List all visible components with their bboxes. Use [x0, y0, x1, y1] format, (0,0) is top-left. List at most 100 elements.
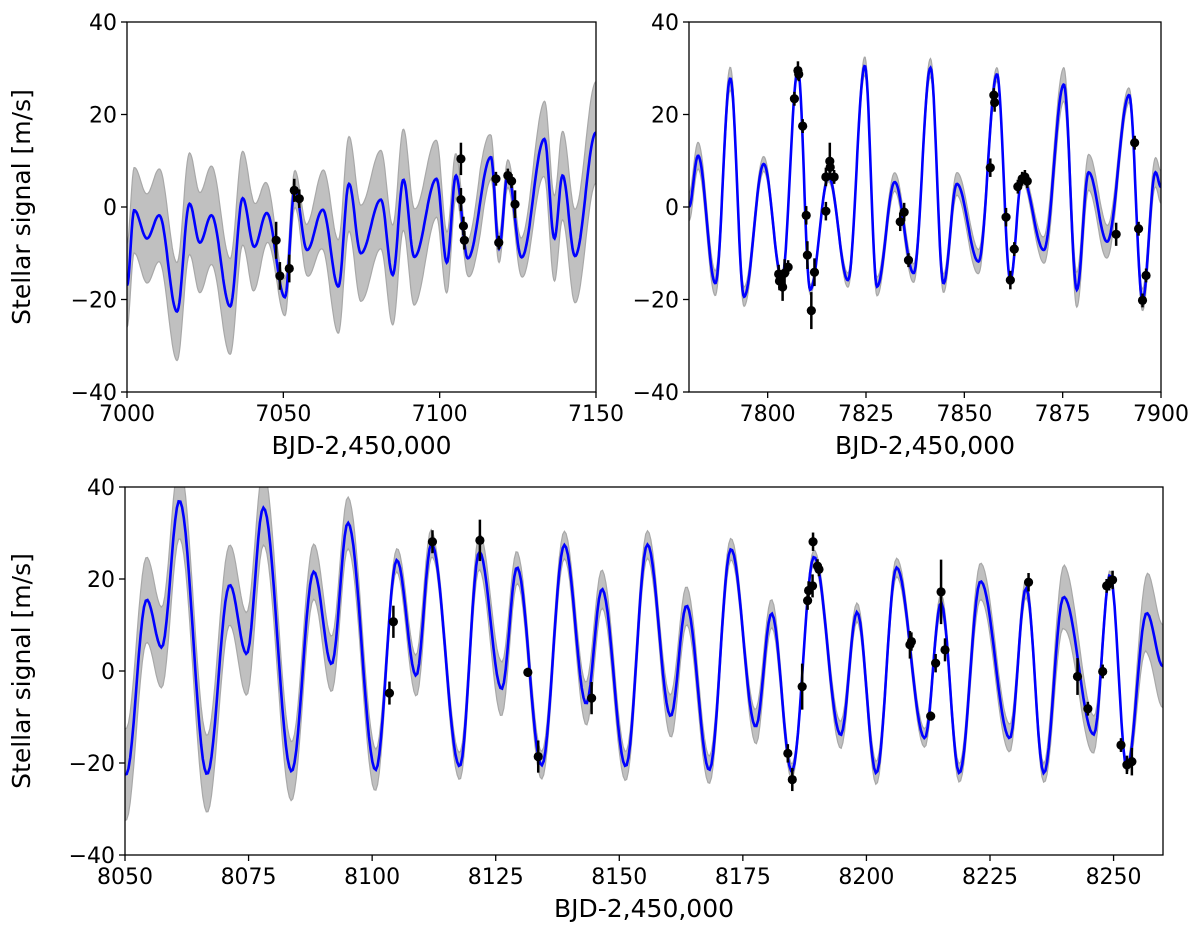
- x-tick-label: 8175: [715, 865, 771, 890]
- data-point: [427, 537, 438, 547]
- data-point: [458, 221, 469, 231]
- x-tick-label: 7825: [838, 402, 894, 427]
- plot-area: [125, 487, 1163, 822]
- x-tick-label: 7875: [1035, 402, 1091, 427]
- confidence-band: [127, 80, 596, 362]
- y-tick-label: 0: [665, 196, 679, 221]
- confidence-band: [125, 487, 1163, 822]
- panel-top-left: 7000 7050 7100 7150 40 20 0 −20 −40 BJD-2,450,000…: [7, 11, 624, 460]
- plot-area: [689, 56, 1161, 330]
- y-tick-label: 20: [651, 104, 679, 129]
- x-tick-label: 8100: [344, 865, 400, 890]
- data-point: [494, 238, 504, 248]
- data-point: [271, 235, 281, 245]
- x-tick-label: 7850: [936, 402, 992, 427]
- data-point: [798, 121, 808, 131]
- data-point: [1022, 176, 1032, 186]
- y-tick-label: −40: [69, 844, 115, 869]
- data-point: [1098, 666, 1108, 677]
- data-point: [510, 199, 520, 209]
- confidence-band: [689, 56, 1161, 312]
- data-point: [829, 172, 839, 182]
- y-axis-label: Stellar signal [m/s]: [7, 89, 36, 325]
- x-tick-label: 7050: [255, 402, 311, 427]
- data-point: [289, 185, 299, 195]
- x-tick-label: 7100: [412, 402, 468, 427]
- data-point: [778, 282, 788, 292]
- data-point: [809, 267, 820, 277]
- data-point: [1116, 740, 1126, 750]
- data-point: [787, 774, 797, 785]
- data-point: [1107, 575, 1118, 585]
- data-point: [1127, 757, 1137, 767]
- data-point: [384, 688, 395, 698]
- data-point: [1023, 577, 1034, 587]
- axes-frame: [688, 21, 1162, 393]
- y-tick-label: 20: [87, 568, 115, 593]
- data-point: [808, 537, 818, 547]
- data-point: [903, 255, 914, 265]
- x-tick-label: 8150: [591, 865, 647, 890]
- model-curve: [689, 64, 1161, 302]
- data-point: [821, 172, 831, 182]
- data-point: [814, 564, 824, 574]
- y-tick-label: −40: [633, 381, 679, 406]
- data-point: [899, 207, 909, 217]
- panel-bottom: 8050 8075 8100 8125 8150 8175 8200 8225 8250 40 20…: [7, 476, 1164, 923]
- data-point: [284, 263, 294, 274]
- data-point: [931, 658, 941, 668]
- x-tick-label: 8050: [97, 865, 153, 890]
- x-axis-label: BJD-2,450,000: [835, 431, 1015, 460]
- data-point: [1137, 295, 1148, 306]
- y-tick-label: 40: [651, 11, 679, 36]
- x-tick-label: 8075: [221, 865, 277, 890]
- data-point: [797, 682, 807, 692]
- data-point: [523, 667, 533, 677]
- data-point: [456, 195, 466, 205]
- data-point: [806, 306, 816, 316]
- model-curve: [125, 499, 1163, 776]
- data-point: [801, 210, 811, 220]
- data-point: [803, 596, 813, 606]
- data-point: [783, 748, 793, 758]
- data-point: [533, 751, 543, 762]
- data-point: [1005, 275, 1015, 285]
- model-curve: [127, 131, 596, 314]
- data-point: [990, 97, 1000, 108]
- data-point: [459, 235, 469, 245]
- data-point: [936, 587, 946, 597]
- y-axis-label: Stellar signal [m/s]: [7, 553, 36, 789]
- y-tick-label: 0: [103, 196, 117, 221]
- data-point: [587, 693, 597, 703]
- data-point: [940, 645, 950, 655]
- data-point: [895, 217, 905, 227]
- data-point: [1133, 224, 1144, 234]
- data-point: [1141, 270, 1151, 281]
- x-axis-label: BJD-2,450,000: [271, 431, 451, 460]
- x-tick-label: 8250: [1086, 865, 1142, 890]
- data-point: [456, 154, 466, 164]
- data-point: [926, 711, 936, 721]
- data-point: [506, 176, 517, 186]
- y-tick-label: −40: [71, 381, 117, 406]
- data-point: [1013, 182, 1023, 192]
- y-tick-label: 40: [89, 11, 117, 36]
- y-tick-label: −20: [71, 289, 117, 314]
- x-tick-label: 8200: [838, 865, 894, 890]
- y-tick-label: 20: [89, 104, 117, 129]
- data-point: [1009, 244, 1019, 254]
- data-point: [1072, 671, 1083, 682]
- y-tick-label: 0: [101, 660, 115, 685]
- data-point: [802, 250, 812, 260]
- data-point: [275, 271, 285, 281]
- data-point: [491, 174, 501, 184]
- data-point: [985, 163, 995, 173]
- data-point: [807, 581, 818, 591]
- data-point: [783, 262, 793, 272]
- data-point: [1001, 212, 1011, 222]
- x-axis-label: BJD-2,450,000: [554, 894, 734, 923]
- y-tick-label: 40: [87, 476, 115, 501]
- panel-top-right: 7800 7825 7850 7875 7900 40 20 0 −20 −40 BJD-2,450…: [633, 11, 1189, 460]
- data-point: [906, 636, 917, 647]
